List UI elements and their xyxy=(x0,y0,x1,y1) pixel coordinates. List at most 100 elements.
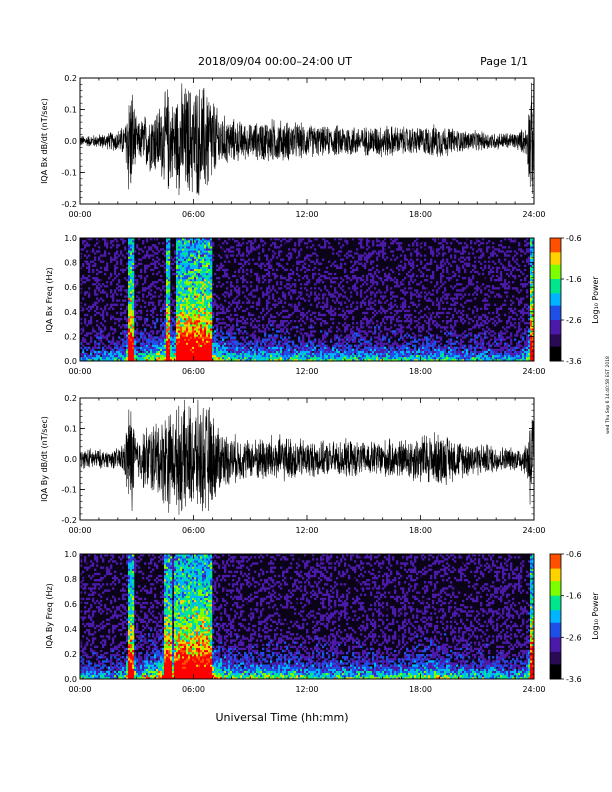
spectrogram-cell xyxy=(198,240,201,243)
spectrogram-cell xyxy=(364,340,367,343)
spectrogram-cell xyxy=(144,317,147,321)
spectrogram-cell xyxy=(324,330,327,333)
spectrogram-cell xyxy=(272,336,275,339)
spectrogram-cell xyxy=(206,256,209,259)
bx-dbdt-ylabel: IQA Bx dB/dt (nT/sec) xyxy=(40,98,49,184)
spectrogram-cell xyxy=(394,295,397,298)
spectrogram-cell xyxy=(352,317,355,321)
spectrogram-cell xyxy=(152,283,155,286)
spectrogram-cell xyxy=(350,330,353,333)
spectrogram-cell xyxy=(212,311,215,315)
spectrogram-cell xyxy=(136,328,139,331)
spectrogram-cell xyxy=(340,338,343,341)
spectrogram-cell xyxy=(98,350,101,354)
spectrogram-cell xyxy=(254,289,257,292)
spectrogram-cell xyxy=(200,313,203,317)
spectrogram-cell xyxy=(240,244,243,247)
spectrogram-cell xyxy=(176,281,179,284)
spectrogram-cell xyxy=(402,352,405,356)
spectrogram-cell xyxy=(88,305,91,308)
spectrogram-cell xyxy=(340,276,343,280)
spectrogram-cell xyxy=(164,311,167,315)
spectrogram-cell xyxy=(200,258,203,261)
spectrogram-cell xyxy=(138,346,141,349)
spectrogram-cell xyxy=(96,342,99,345)
spectrogram-cell xyxy=(254,356,257,360)
spectrogram-cell xyxy=(200,356,203,360)
spectrogram-cell xyxy=(274,350,277,354)
spectrogram-cell xyxy=(188,291,191,294)
spectrogram-cell xyxy=(216,342,219,345)
spectrogram-cell xyxy=(188,268,191,272)
spectrogram-cell xyxy=(366,276,369,280)
spectrogram-cell xyxy=(324,334,327,337)
spectrogram-cell xyxy=(210,315,213,319)
spectrogram-cell xyxy=(126,252,129,255)
spectrogram-cell xyxy=(206,336,209,339)
spectrogram-cell xyxy=(124,330,127,333)
spectrogram-cell xyxy=(268,274,271,278)
spectrogram-cell xyxy=(170,338,173,341)
spectrogram-cell xyxy=(116,303,119,306)
spectrogram-cell xyxy=(356,260,359,263)
spectrogram-cell xyxy=(302,354,305,358)
spectrogram-cell xyxy=(226,242,229,245)
spectrogram-cell xyxy=(356,279,359,282)
spectrogram-cell xyxy=(224,254,227,257)
spectrogram-cell xyxy=(200,246,203,249)
spectrogram-cell xyxy=(182,264,185,267)
spectrogram-cell xyxy=(258,299,261,302)
spectrogram-cell xyxy=(316,260,319,263)
spectrogram-cell xyxy=(164,295,167,298)
spectrogram-cell xyxy=(140,276,143,280)
spectrogram-cell xyxy=(112,299,115,302)
spectrogram-cell xyxy=(394,334,397,337)
spectrogram-cell xyxy=(146,320,149,323)
spectrogram-cell xyxy=(188,311,191,315)
spectrogram-cell xyxy=(360,295,363,298)
spectrogram-cell xyxy=(128,338,131,341)
spectrogram-cell xyxy=(128,352,131,356)
spectrogram-cell xyxy=(372,301,375,304)
spectrogram-cell xyxy=(178,346,181,349)
spectrogram-cell xyxy=(278,344,281,347)
spectrogram-cell xyxy=(210,248,213,251)
spectrogram-cell xyxy=(190,328,193,331)
spectrogram-cell xyxy=(372,281,375,284)
spectrogram-cell xyxy=(190,260,193,263)
spectrogram-cell xyxy=(380,242,383,245)
spectrogram-cell xyxy=(286,268,289,272)
spectrogram-cell xyxy=(120,307,123,311)
spectrogram-cell xyxy=(180,336,183,339)
spectrogram-cell xyxy=(184,328,187,331)
spectrogram-cell xyxy=(178,256,181,259)
spectrogram-cell xyxy=(124,340,127,343)
spectrogram-cell xyxy=(132,342,135,345)
spectrogram-cell xyxy=(156,256,159,259)
spectrogram-cell xyxy=(158,303,161,306)
spectrogram-cell xyxy=(134,279,137,282)
spectrogram-cell xyxy=(182,240,185,243)
spectrogram-cell xyxy=(152,342,155,345)
spectrogram-cell xyxy=(294,291,297,294)
spectrogram-cell xyxy=(180,328,183,331)
spectrogram-cell xyxy=(378,276,381,280)
spectrogram-cell xyxy=(322,336,325,339)
spectrogram-cell xyxy=(266,305,269,308)
spectrogram-cell xyxy=(392,332,395,335)
spectrogram-cell xyxy=(376,344,379,347)
spectrogram-cell xyxy=(298,338,301,341)
spectrogram-cell xyxy=(106,281,109,284)
spectrogram-cell xyxy=(86,244,89,247)
spectrogram-cell xyxy=(168,279,171,282)
spectrogram-cell xyxy=(356,276,359,280)
spectrogram-cell xyxy=(238,320,241,323)
spectrogram-cell xyxy=(372,352,375,356)
spectrogram-cell xyxy=(144,338,147,341)
spectrogram-cell xyxy=(212,283,215,286)
spectrogram-cell xyxy=(398,242,401,245)
spectrogram-cell xyxy=(96,238,99,241)
spectrogram-cell xyxy=(388,340,391,343)
spectrogram-cell xyxy=(248,358,251,362)
spectrogram-cell xyxy=(196,358,199,362)
